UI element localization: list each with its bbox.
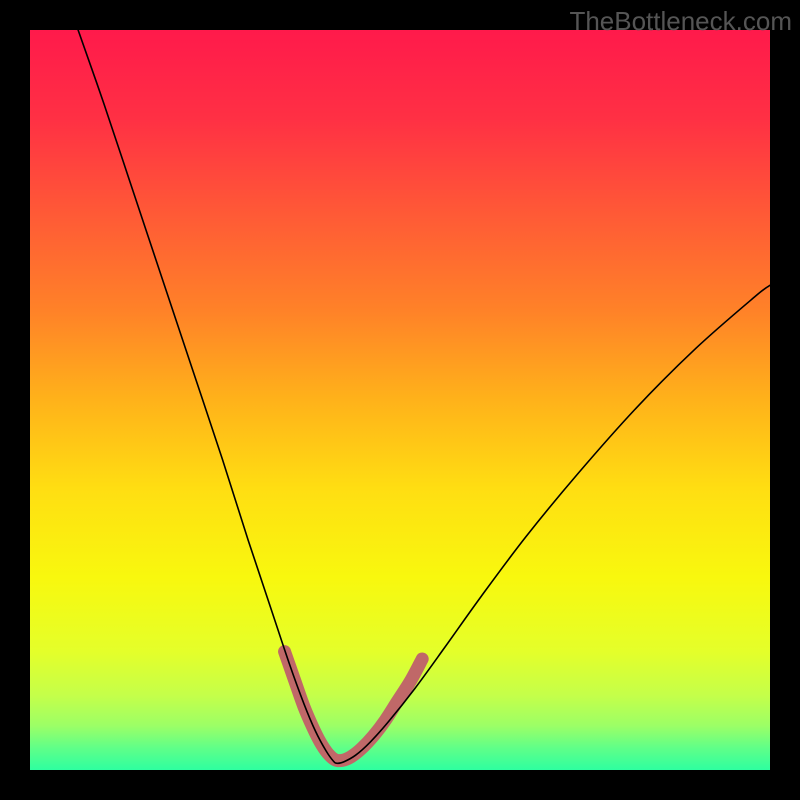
plot-area <box>30 30 770 770</box>
gradient-background <box>30 30 770 770</box>
chart-container: TheBottleneck.com <box>0 0 800 800</box>
watermark-text: TheBottleneck.com <box>569 6 792 37</box>
